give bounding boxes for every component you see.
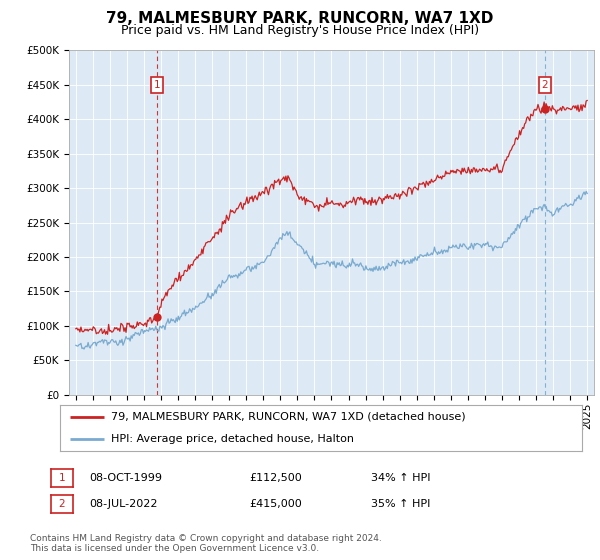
- Text: 1: 1: [58, 473, 65, 483]
- Text: HPI: Average price, detached house, Halton: HPI: Average price, detached house, Halt…: [111, 434, 354, 444]
- Text: 1: 1: [154, 80, 160, 90]
- Text: 35% ↑ HPI: 35% ↑ HPI: [371, 499, 430, 509]
- Text: 2: 2: [58, 499, 65, 509]
- Text: 79, MALMESBURY PARK, RUNCORN, WA7 1XD: 79, MALMESBURY PARK, RUNCORN, WA7 1XD: [106, 11, 494, 26]
- Text: Contains HM Land Registry data © Crown copyright and database right 2024.
This d: Contains HM Land Registry data © Crown c…: [30, 534, 382, 553]
- Text: £112,500: £112,500: [249, 473, 302, 483]
- Text: £415,000: £415,000: [249, 499, 302, 509]
- Text: 08-JUL-2022: 08-JUL-2022: [89, 499, 157, 509]
- Text: Price paid vs. HM Land Registry's House Price Index (HPI): Price paid vs. HM Land Registry's House …: [121, 24, 479, 36]
- Text: 2: 2: [542, 80, 548, 90]
- Text: 79, MALMESBURY PARK, RUNCORN, WA7 1XD (detached house): 79, MALMESBURY PARK, RUNCORN, WA7 1XD (d…: [111, 412, 466, 422]
- Text: 08-OCT-1999: 08-OCT-1999: [89, 473, 162, 483]
- Text: 34% ↑ HPI: 34% ↑ HPI: [371, 473, 430, 483]
